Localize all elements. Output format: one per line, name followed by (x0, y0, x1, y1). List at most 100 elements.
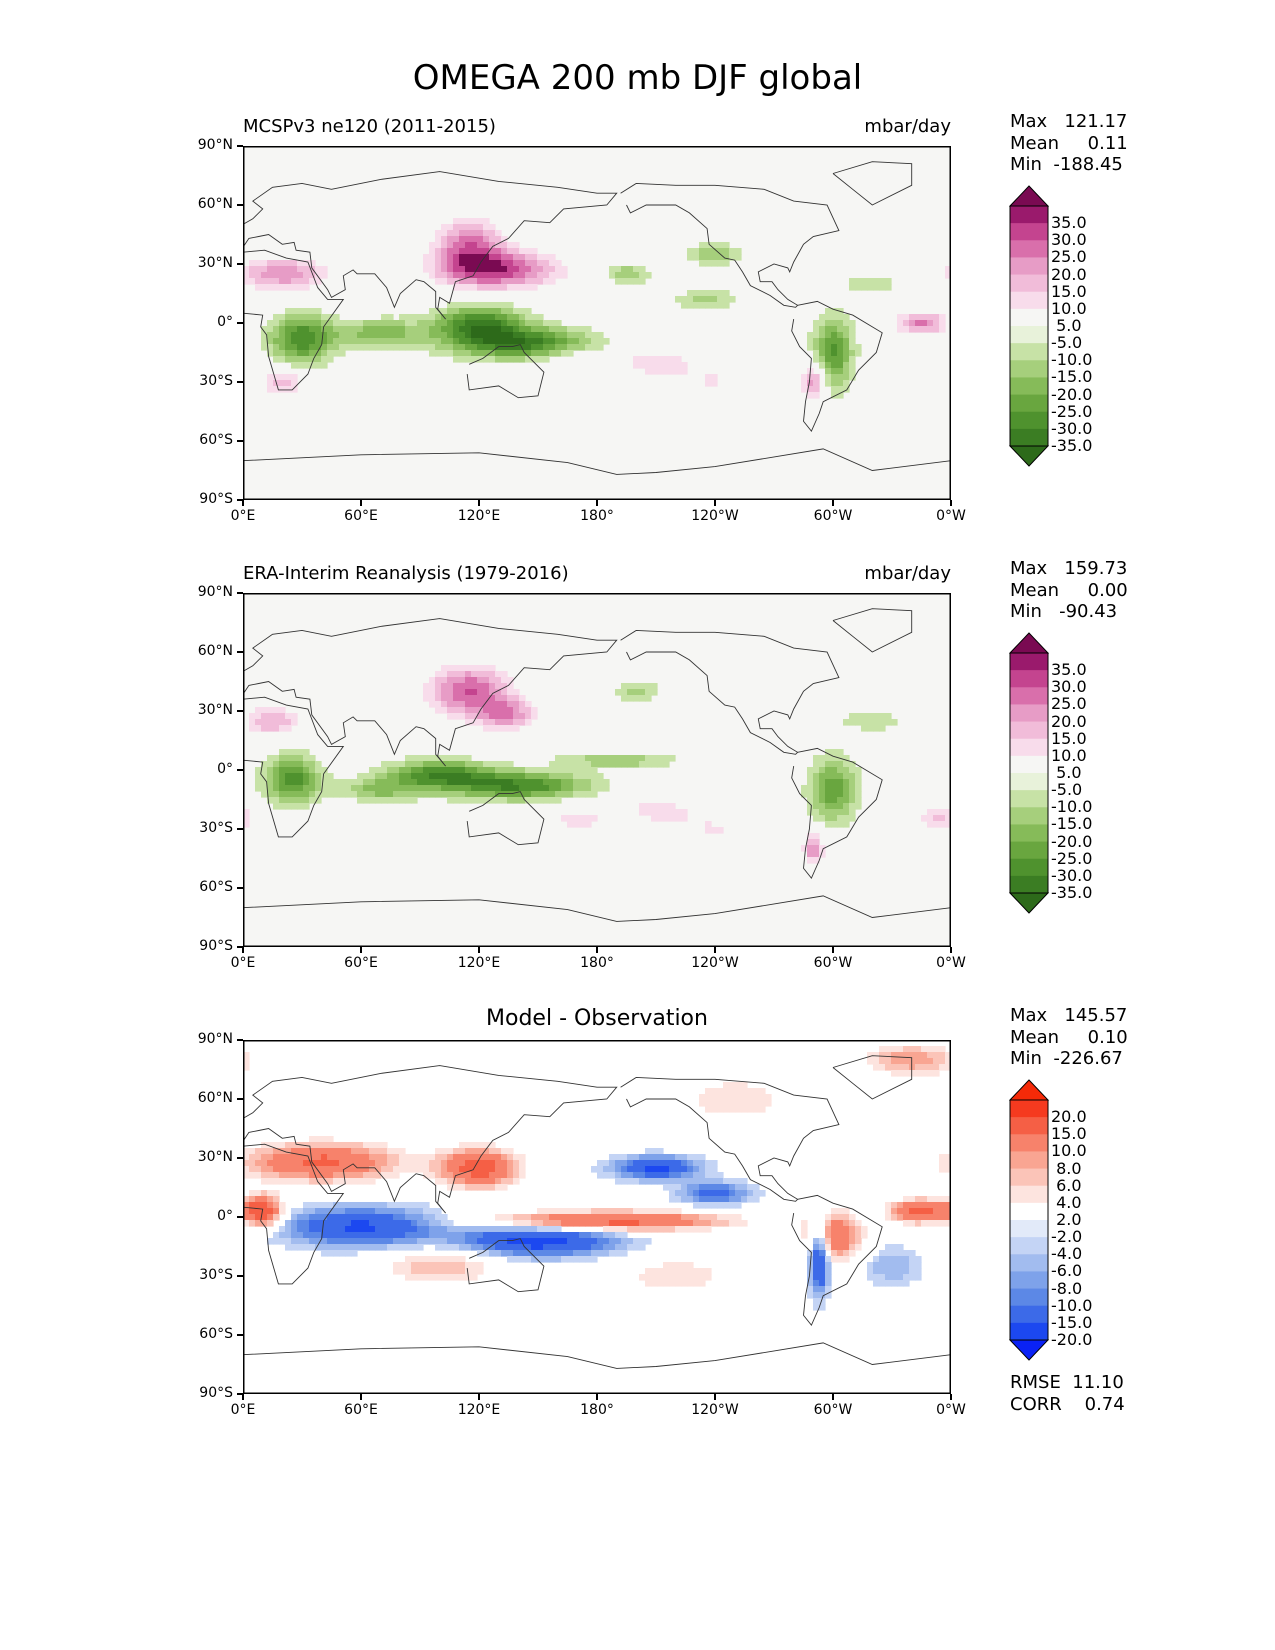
field-cell (555, 779, 562, 786)
field-cell (249, 719, 256, 726)
y-tick-mark (237, 1393, 243, 1395)
field-cell (561, 1238, 568, 1245)
field-cell (447, 695, 454, 702)
field-cell (255, 284, 262, 291)
field-cell (615, 1244, 622, 1251)
field-cell (615, 1172, 622, 1179)
field-cell (831, 779, 838, 786)
field-cell (513, 344, 520, 351)
field-cell (387, 1166, 394, 1173)
field-cell (273, 272, 280, 279)
field-cell (465, 1166, 472, 1173)
field-cell (573, 821, 580, 828)
field-cell (321, 344, 328, 351)
field-cell (483, 1232, 490, 1239)
field-cell (639, 272, 646, 279)
field-cell (705, 1226, 712, 1233)
field-cell (255, 1154, 262, 1161)
field-cell (255, 260, 262, 267)
field-cell (393, 332, 400, 339)
field-cell (681, 1154, 688, 1161)
field-cell (297, 320, 304, 327)
field-cell (267, 1148, 274, 1155)
field-cell (831, 332, 838, 339)
field-cell (315, 308, 322, 315)
field-cell (885, 1064, 892, 1071)
field-cell (303, 350, 310, 357)
field-cell (273, 1172, 280, 1179)
field-cell (597, 332, 604, 339)
field-cell (315, 1160, 322, 1167)
field-cell (471, 707, 478, 714)
field-cell (399, 344, 406, 351)
x-tick-label: 120°E (457, 955, 501, 971)
field-cell (309, 773, 316, 780)
field-cell (903, 314, 910, 321)
field-cell (663, 755, 670, 762)
field-cell (297, 362, 304, 369)
field-cell (657, 1268, 664, 1275)
field-cell (837, 386, 844, 393)
field-cell (939, 809, 946, 816)
field-cell (507, 677, 514, 684)
field-cell (471, 719, 478, 726)
field-cell (291, 719, 298, 726)
field-cell (867, 1262, 874, 1269)
field-cell (453, 224, 460, 231)
field-cell (291, 380, 298, 387)
field-cell (543, 350, 550, 357)
field-cell (285, 803, 292, 810)
field-cell (561, 1214, 568, 1221)
field-cell (645, 1274, 652, 1281)
field-cell (711, 1190, 718, 1197)
field-cell (927, 326, 934, 333)
field-cell (273, 266, 280, 273)
field-cell (669, 368, 676, 375)
field-cell (429, 1220, 436, 1227)
field-cell (525, 1238, 532, 1245)
field-cell (555, 791, 562, 798)
field-cell (573, 1208, 580, 1215)
field-cell (477, 713, 484, 720)
field-cell (519, 314, 526, 321)
field-cell (489, 1238, 496, 1245)
field-cell (555, 1238, 562, 1245)
field-cell (477, 773, 484, 780)
field-cell (255, 1220, 262, 1227)
field-cell (429, 683, 436, 690)
field-cell (459, 1154, 466, 1161)
field-cell (429, 689, 436, 696)
field-cell (435, 344, 442, 351)
colorbar-bin (1010, 773, 1048, 791)
field-cell (453, 338, 460, 345)
field-cell (849, 1244, 856, 1251)
field-cell (699, 242, 706, 249)
field-cell (321, 1244, 328, 1251)
field-cell (411, 1154, 418, 1161)
field-cell (579, 821, 586, 828)
field-cell (567, 1244, 574, 1251)
field-cell (465, 308, 472, 315)
field-cell (621, 695, 628, 702)
field-cell (339, 344, 346, 351)
field-cell (651, 1178, 658, 1185)
field-cell (813, 761, 820, 768)
field-cell (291, 1244, 298, 1251)
field-cell (921, 326, 928, 333)
field-cell (417, 344, 424, 351)
field-cell (585, 332, 592, 339)
field-cell (549, 1220, 556, 1227)
field-cell (501, 254, 508, 261)
field-cell (909, 314, 916, 321)
field-cell (639, 755, 646, 762)
field-cell (453, 236, 460, 243)
field-cell (243, 1196, 250, 1203)
field-cell (291, 761, 298, 768)
field-cell (429, 755, 436, 762)
field-cell (879, 1256, 886, 1263)
field-cell (819, 1286, 826, 1293)
field-cell (369, 785, 376, 792)
field-cell (459, 695, 466, 702)
field-cell (621, 1232, 628, 1239)
field-cell (303, 308, 310, 315)
